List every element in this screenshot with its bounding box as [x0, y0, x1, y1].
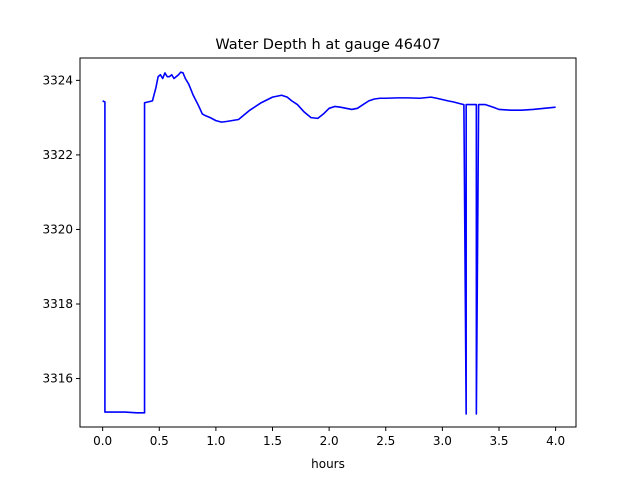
x-axis: 0.0 0.5 1.0 1.5 2.0 2.5 3.0 3.5 4.0: [93, 427, 565, 448]
x-tick-label: 4.0: [546, 434, 565, 448]
y-tick-label: 3324: [42, 73, 73, 87]
x-tick-label: 1.0: [206, 434, 225, 448]
x-tick-label: 2.0: [320, 434, 339, 448]
axes-frame: [79, 57, 577, 428]
series-line-0: [102, 71, 556, 415]
y-tick-label: 3316: [42, 372, 73, 386]
x-tick-label: 0.0: [93, 434, 112, 448]
y-tick-label: 3318: [42, 297, 73, 311]
x-axis-label: hours: [311, 457, 345, 471]
y-axis: 3316 3318 3320 3322 3324: [42, 73, 80, 386]
x-tick-label: 2.5: [376, 434, 395, 448]
x-tick-label: 1.5: [263, 434, 282, 448]
y-tick-label: 3322: [42, 148, 73, 162]
plot-area: [102, 71, 556, 415]
chart-title: Water Depth h at gauge 46407: [215, 37, 440, 53]
y-tick-label: 3320: [42, 222, 73, 236]
x-tick-label: 3.0: [433, 434, 452, 448]
x-tick-label: 0.5: [150, 434, 169, 448]
x-tick-label: 3.5: [489, 434, 508, 448]
